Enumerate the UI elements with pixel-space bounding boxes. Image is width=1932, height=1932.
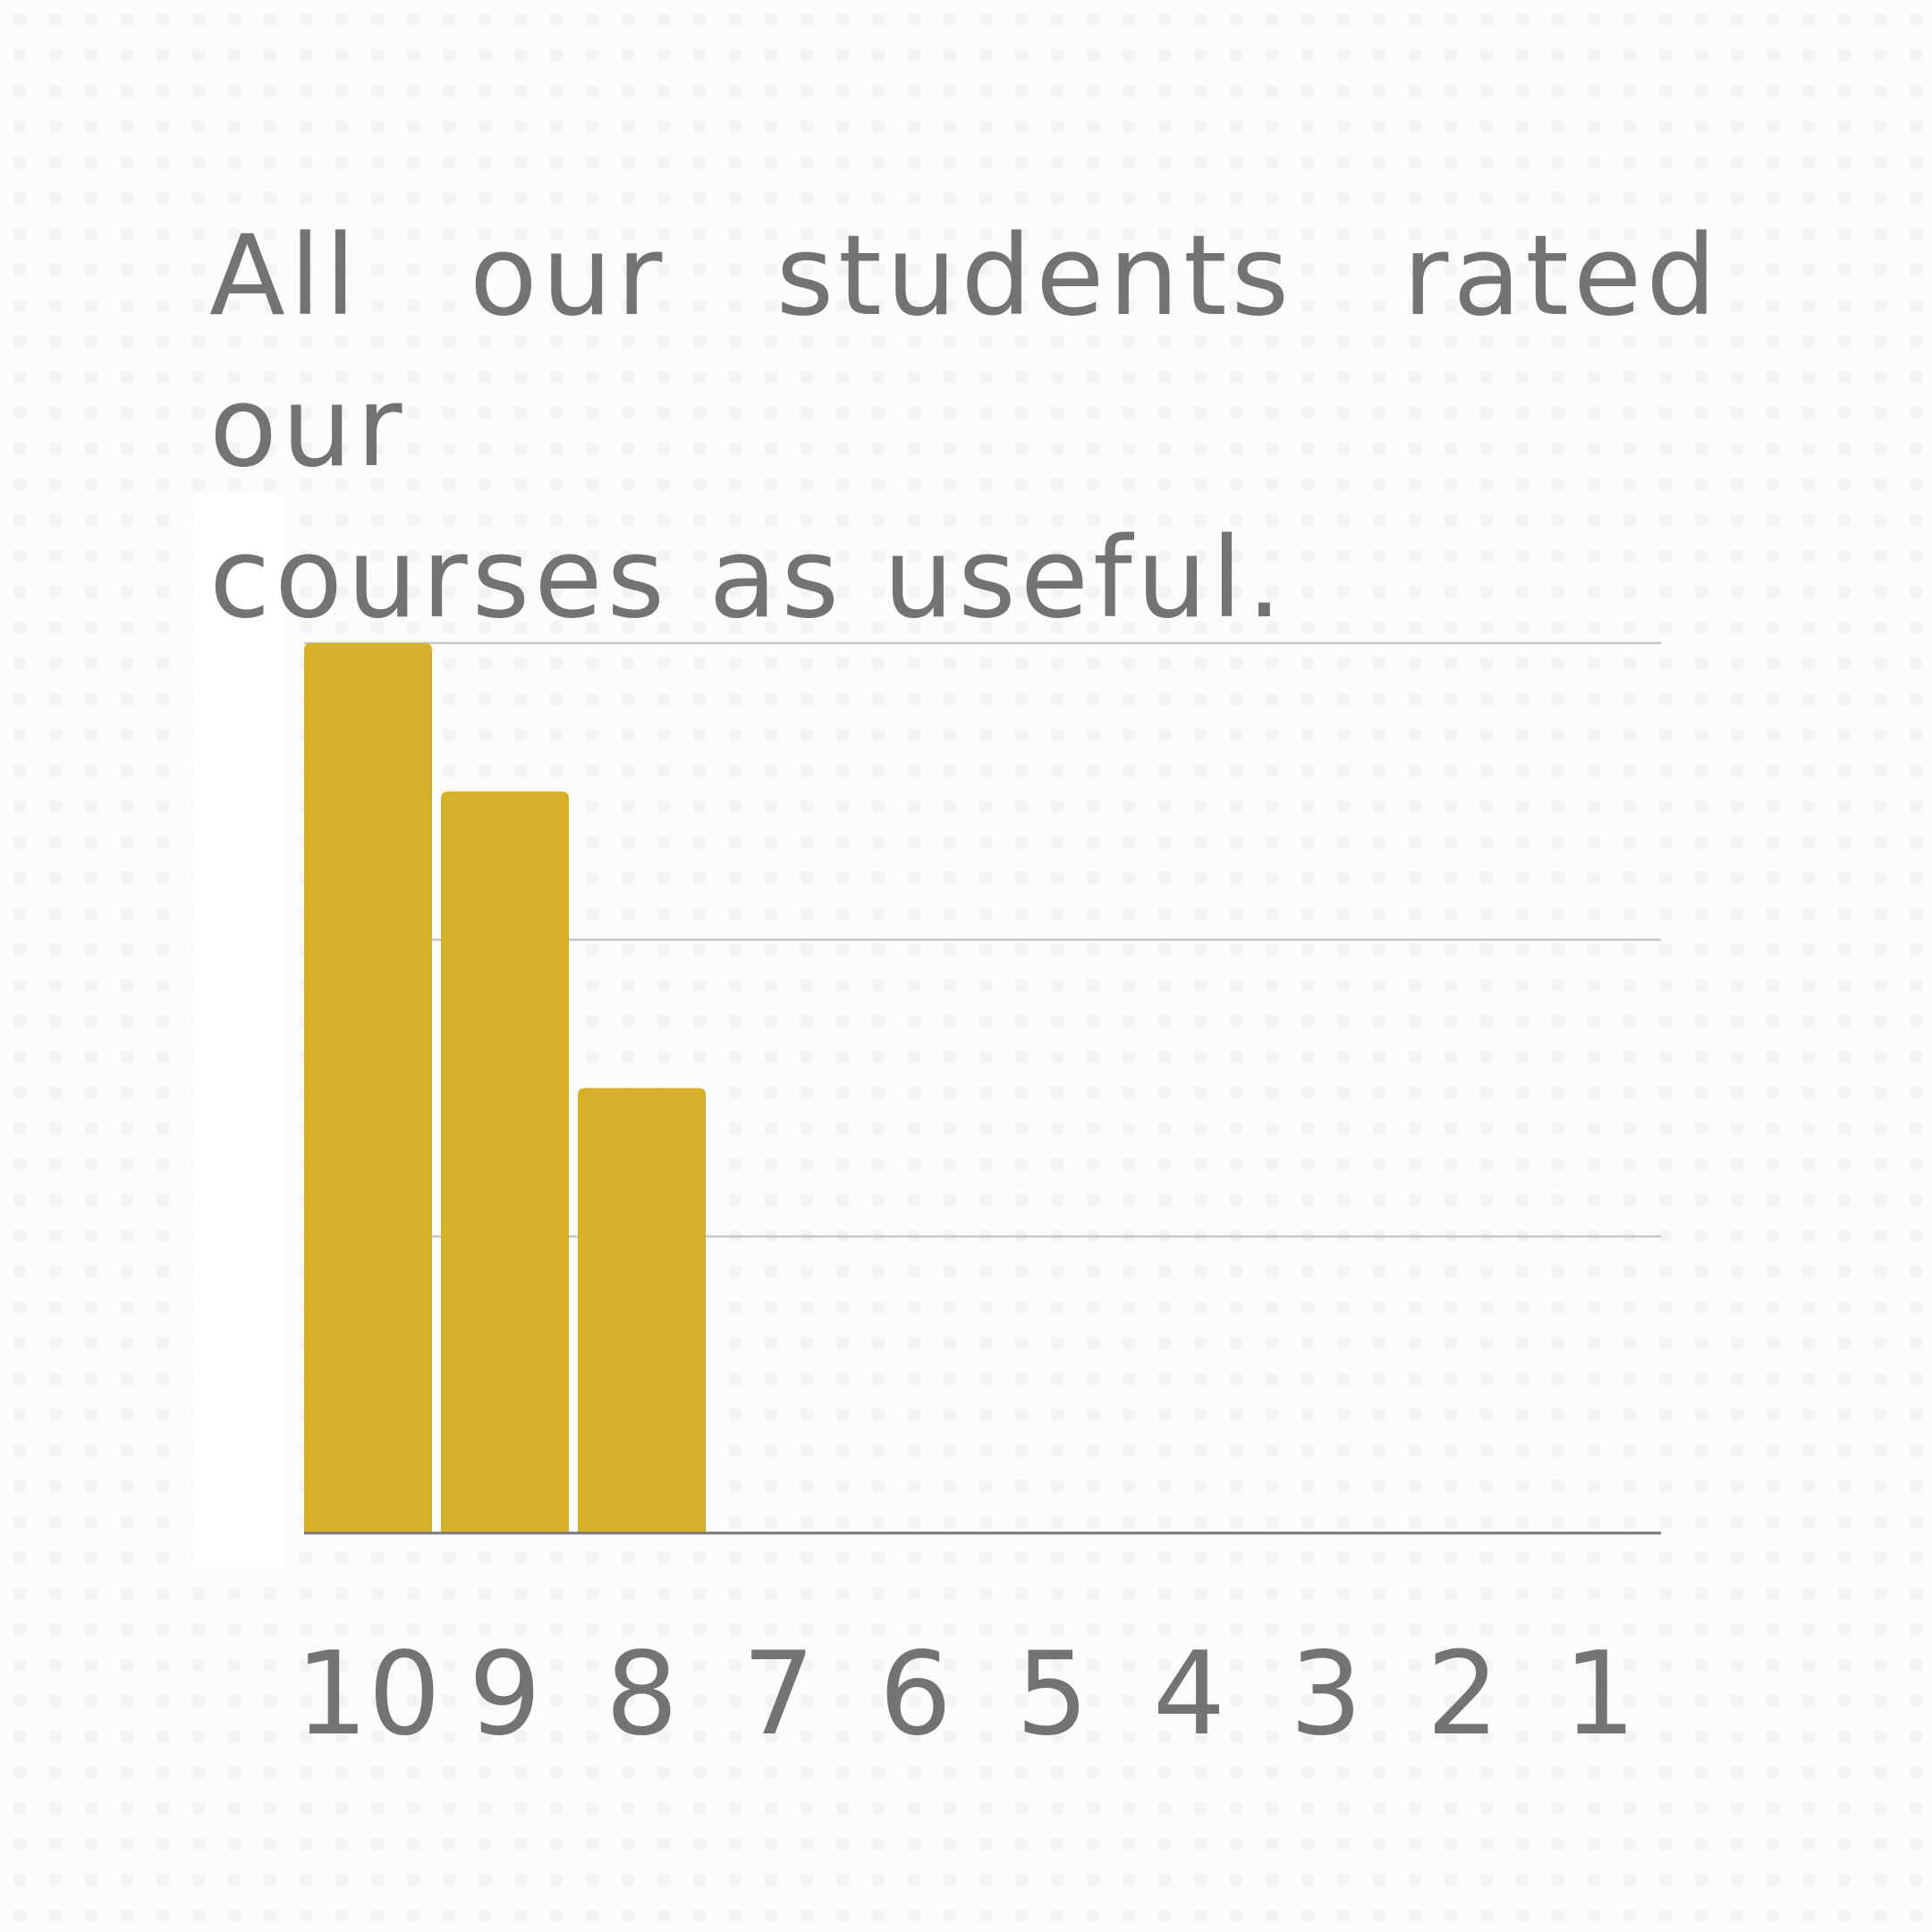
x-tick-label: 2 [1427,1628,1499,1761]
bar-9 [441,791,569,1533]
x-tick-label: 8 [606,1628,678,1761]
title-line-2: courses as useful. [209,514,1287,643]
title-line-1: All our students rated our [209,212,1721,492]
background-panel [193,493,284,1566]
x-tick-label: 5 [1016,1628,1089,1761]
x-tick-label: 1 [1563,1628,1636,1761]
x-tick-label: 6 [879,1628,952,1761]
bar-8 [578,1088,706,1533]
x-tick-label: 3 [1290,1628,1362,1761]
bar-10 [304,643,432,1533]
x-tick-label: 4 [1153,1628,1225,1761]
x-tick-label: 9 [469,1628,541,1761]
x-tick-label: 10 [295,1628,441,1761]
chart-title: All our students rated our courses as us… [209,201,1721,655]
x-tick-label: 7 [742,1628,815,1761]
